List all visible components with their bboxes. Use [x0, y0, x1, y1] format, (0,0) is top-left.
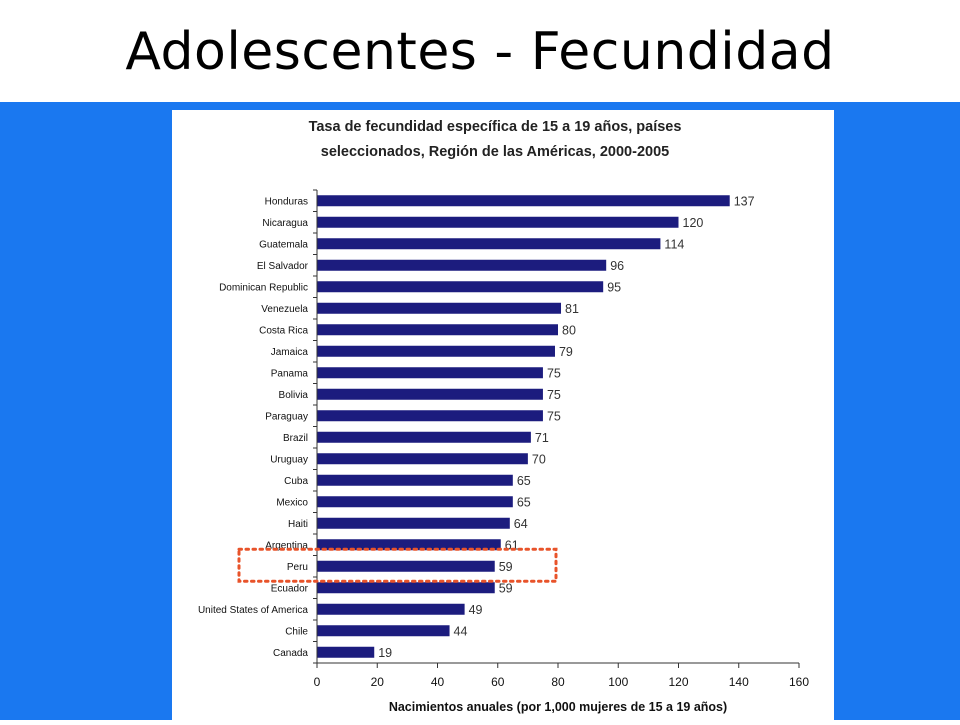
category-label-bolivia: Bolivia	[279, 390, 309, 401]
peru-highlight-box	[237, 547, 558, 583]
data-label-united-states-of-america: 49	[469, 603, 483, 617]
data-label-honduras: 137	[734, 194, 755, 208]
data-label-guatemala: 114	[664, 237, 684, 251]
category-label-united-states-of-america: United States of America	[198, 605, 308, 616]
x-tick-label-120: 120	[668, 675, 688, 689]
chart-title: Tasa de fecundidad específica de 15 a 19…	[309, 119, 682, 160]
bar-uruguay	[317, 453, 528, 465]
category-label-peru: Peru	[287, 562, 308, 573]
bar-brazil	[317, 431, 531, 443]
x-tick-label-100: 100	[608, 675, 628, 689]
x-axis-label: Nacimientos anuales (por 1,000 mujeres d…	[389, 700, 727, 714]
bar-peru	[317, 560, 495, 572]
data-label-chile: 44	[454, 624, 468, 638]
bar-honduras	[317, 195, 730, 207]
category-label-guatemala: Guatemala	[259, 239, 308, 250]
bar-ecuador	[317, 582, 495, 594]
category-label-dominican-republic: Dominican Republic	[219, 282, 308, 293]
bar-dominican-republic	[317, 281, 604, 293]
category-label-mexico: Mexico	[276, 497, 308, 508]
bar-bolivia	[317, 388, 543, 400]
data-label-venezuela: 81	[565, 302, 579, 316]
x-tick-label-40: 40	[431, 675, 445, 689]
bar-united-states-of-america	[317, 603, 465, 615]
bar-venezuela	[317, 302, 562, 314]
category-label-haiti: Haiti	[288, 519, 308, 530]
bar-paraguay	[317, 410, 543, 422]
chart-title-line-2: seleccionados, Región de las Américas, 2…	[321, 144, 669, 160]
bar-canada	[317, 646, 375, 658]
bar-chile	[317, 625, 450, 637]
category-label-chile: Chile	[285, 626, 308, 637]
bars-layer: Honduras 137 Nicaragua 120 Guatemala 114 El Sa…	[198, 194, 755, 660]
data-label-dominican-republic: 95	[607, 280, 621, 294]
category-label-brazil: Brazil	[283, 433, 308, 444]
fertility-bar-chart: Tasa de fecundidad específica de 15 a 19…	[198, 119, 809, 714]
x-tick-label-0: 0	[314, 675, 321, 689]
data-label-mexico: 65	[517, 495, 531, 509]
data-label-jamaica: 79	[559, 345, 573, 359]
data-label-paraguay: 75	[547, 409, 561, 423]
data-label-haiti: 64	[514, 517, 528, 531]
bar-mexico	[317, 496, 513, 508]
x-tick-label-80: 80	[551, 675, 565, 689]
bar-jamaica	[317, 345, 555, 357]
x-tick-label-20: 20	[371, 675, 385, 689]
data-label-el-salvador: 96	[610, 259, 624, 273]
bar-costa-rica	[317, 324, 558, 336]
category-label-paraguay: Paraguay	[265, 411, 308, 422]
chart-title-line-1: Tasa de fecundidad específica de 15 a 19…	[309, 119, 682, 135]
category-label-cuba: Cuba	[284, 476, 308, 487]
x-tick-label-160: 160	[789, 675, 809, 689]
bar-argentina	[317, 539, 501, 551]
data-label-uruguay: 70	[532, 452, 546, 466]
data-label-peru: 59	[499, 560, 513, 574]
data-label-cuba: 65	[517, 474, 531, 488]
bar-panama	[317, 367, 543, 379]
category-label-honduras: Honduras	[265, 196, 308, 207]
slide-title: Adolescentes - Fecundidad	[125, 22, 835, 82]
category-label-el-salvador: El Salvador	[257, 261, 309, 272]
data-label-ecuador: 59	[499, 581, 513, 595]
category-label-jamaica: Jamaica	[271, 347, 309, 358]
category-label-venezuela: Venezuela	[261, 304, 308, 315]
bar-el-salvador	[317, 259, 607, 271]
data-label-canada: 19	[378, 646, 392, 660]
data-label-brazil: 71	[535, 431, 549, 445]
category-label-canada: Canada	[273, 648, 308, 659]
bar-haiti	[317, 517, 510, 529]
category-label-panama: Panama	[271, 368, 309, 379]
data-label-costa-rica: 80	[562, 323, 576, 337]
data-label-panama: 75	[547, 366, 561, 380]
chart-panel: Tasa de fecundidad específica de 15 a 19…	[172, 110, 834, 720]
bar-cuba	[317, 474, 513, 486]
x-tick-label-60: 60	[491, 675, 505, 689]
axis-layer: 0 20 40 60 80 100 120 140 160	[313, 189, 809, 689]
category-label-ecuador: Ecuador	[271, 583, 309, 594]
category-label-argentina: Argentina	[265, 540, 308, 551]
category-label-costa-rica: Costa Rica	[259, 325, 308, 336]
x-tick-label-140: 140	[729, 675, 749, 689]
data-label-nicaragua: 120	[683, 216, 704, 230]
category-label-uruguay: Uruguay	[270, 454, 308, 465]
bar-nicaragua	[317, 216, 679, 228]
category-label-nicaragua: Nicaragua	[262, 218, 308, 229]
data-label-bolivia: 75	[547, 388, 561, 402]
bar-guatemala	[317, 238, 661, 250]
